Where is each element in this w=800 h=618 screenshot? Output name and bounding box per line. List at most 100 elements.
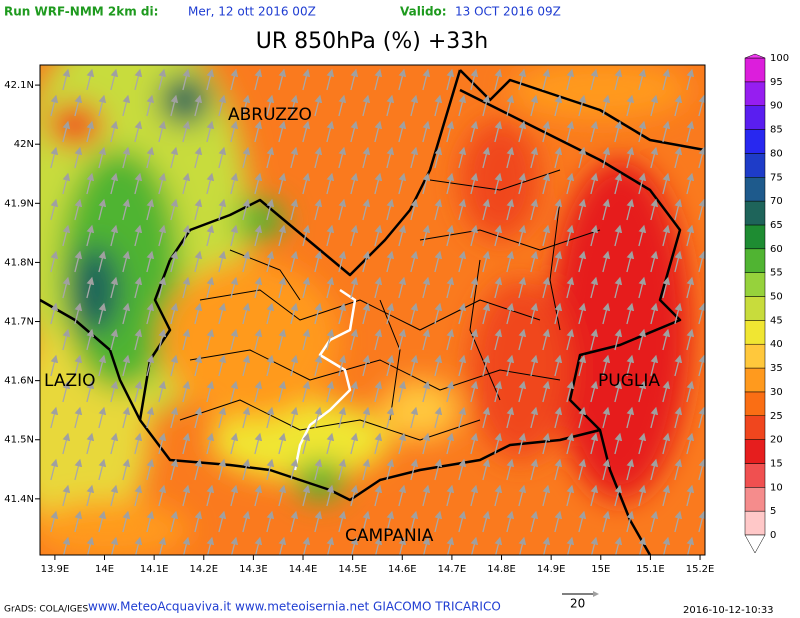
wind-arrow: [146, 510, 155, 533]
wind-arrow: [134, 68, 143, 91]
wind-arrow: [182, 432, 191, 455]
wind-arrow: [254, 380, 263, 403]
wind-arrow: [398, 172, 407, 195]
wind-arrow: [590, 224, 599, 247]
wind-arrow: [410, 250, 419, 273]
wind-arrow: [566, 120, 575, 143]
wind-arrow: [170, 198, 179, 221]
wind-arrow: [494, 328, 503, 351]
wind-arrow: [182, 328, 191, 351]
x-tick-label: 15.2E: [686, 564, 715, 575]
wind-arrow: [602, 406, 611, 429]
wind-arrow: [218, 354, 227, 377]
colorbar-swatch: [744, 487, 766, 512]
wind-arrow: [146, 406, 155, 429]
wind-arrow: [662, 328, 671, 351]
wind-arrow: [446, 224, 455, 247]
wind-arrow: [602, 354, 611, 377]
wind-arrow: [62, 432, 71, 455]
wind-arrow: [410, 510, 419, 533]
wind-arrow: [98, 354, 107, 377]
wind-arrow: [218, 94, 227, 117]
wind-arrow: [326, 224, 335, 247]
wind-arrow: [374, 380, 383, 403]
wind-arrow: [278, 276, 287, 299]
wind-arrow: [711, 70, 716, 90]
wind-arrow: [482, 354, 491, 377]
wind-arrow: [470, 328, 479, 351]
wind-arrow: [590, 68, 599, 91]
region-label: CAMPANIA: [345, 526, 434, 546]
wind-arrow: [686, 276, 695, 299]
wind-arrow: [374, 224, 383, 247]
wind-arrow: [206, 380, 215, 403]
wind-arrow: [326, 172, 335, 195]
wind-arrow: [278, 328, 287, 351]
wind-arrow: [530, 94, 539, 117]
wind-arrow: [170, 458, 179, 481]
wind-arrow: [638, 276, 647, 299]
wind-arrow: [170, 354, 179, 377]
colorbar-label: 0: [770, 530, 776, 541]
wind-arrow: [326, 432, 335, 455]
colorbar-swatch: [744, 415, 766, 440]
wind-arrow: [578, 354, 587, 377]
wind-arrow: [698, 250, 705, 273]
wind-arrow: [218, 406, 227, 429]
x-tick-label: 14.4E: [289, 564, 318, 575]
wind-arrow: [446, 68, 455, 91]
wind-arrow: [134, 172, 143, 195]
wind-arrow: [614, 432, 623, 455]
wind-arrow: [566, 172, 575, 195]
wind-arrow: [110, 380, 119, 403]
wind-arrow: [518, 328, 527, 351]
wind-arrow: [230, 380, 239, 403]
wind-arrow: [482, 510, 491, 533]
wind-arrow: [554, 302, 563, 325]
wind-arrow: [74, 354, 83, 377]
wind-arrow: [410, 406, 419, 429]
run-date: Mer, 12 ott 2016 00Z: [188, 5, 316, 19]
wind-arrow: [578, 406, 587, 429]
wind-arrow: [290, 198, 299, 221]
wind-arrow: [62, 276, 71, 299]
wind-arrow: [386, 458, 395, 481]
wind-arrow: [410, 458, 419, 481]
wind-arrow: [194, 406, 203, 429]
wind-arrow: [686, 68, 695, 91]
wind-arrow: [98, 250, 107, 273]
x-tick-label: 15E: [591, 564, 610, 575]
wind-arrow: [374, 328, 383, 351]
wind-arrow: [194, 510, 203, 533]
wind-arrow: [362, 458, 371, 481]
wind-arrow: [470, 432, 479, 455]
wind-arrow: [482, 458, 491, 481]
wind-arrow: [446, 484, 455, 507]
wind-arrow: [50, 198, 59, 221]
wind-arrow: [278, 380, 287, 403]
colorbar-label: 65: [770, 220, 783, 231]
colorbar: 0 5 10 15 20 25 30 35 40 45 50 55 60 65 70 75 80 85 90 95 10…: [744, 53, 789, 554]
wind-arrow: [230, 224, 239, 247]
wind-arrow: [422, 484, 431, 507]
colorbar-label: 45: [770, 315, 783, 326]
wind-arrow: [518, 120, 527, 143]
wind-arrow: [266, 94, 275, 117]
wind-arrow: [578, 458, 587, 481]
wind-arrow: [206, 224, 215, 247]
wind-arrow: [386, 198, 395, 221]
colorbar-label: 10: [770, 482, 783, 493]
wind-arrow: [122, 250, 131, 273]
wind-arrow: [230, 328, 239, 351]
colorbar-swatch: [744, 510, 766, 536]
wind-arrow: [662, 380, 671, 403]
colorbar-swatch: [744, 105, 766, 130]
wind-arrow: [158, 172, 167, 195]
wind-arrow: [650, 458, 659, 481]
wind-arrow: [134, 432, 143, 455]
wind-arrow: [398, 68, 407, 91]
wind-arrow: [458, 510, 467, 533]
wind-arrow: [314, 354, 323, 377]
wind-arrow: [254, 484, 263, 507]
wind-arrow: [98, 198, 107, 221]
